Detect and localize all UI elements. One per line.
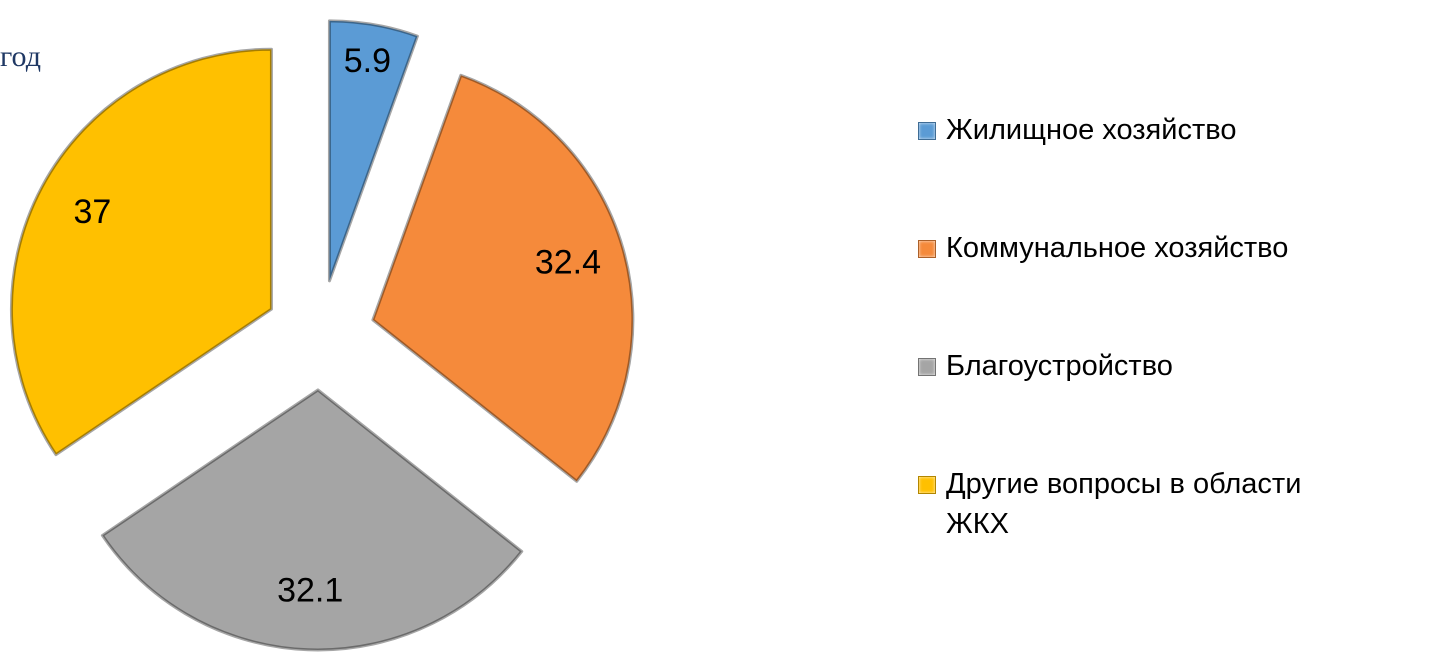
data-label: 32.1 xyxy=(277,572,343,610)
legend-item: Другие вопросы в области ЖКХ xyxy=(918,464,1338,544)
legend-label: Коммунальное хозяйство xyxy=(946,232,1289,264)
legend-item: Коммунальное хозяйство xyxy=(918,228,1338,268)
legend-item: Благоустройство xyxy=(918,346,1338,386)
legend-label: Благоустройство xyxy=(946,350,1173,382)
pie-slice xyxy=(371,73,635,483)
legend-swatch xyxy=(918,358,936,376)
data-label: 5.9 xyxy=(344,42,391,80)
pie-slice xyxy=(10,47,273,457)
data-label: 32.4 xyxy=(535,243,601,281)
legend-label: Жилищное хозяйство xyxy=(946,114,1237,146)
legend-item: Жилищное хозяйство xyxy=(918,110,1338,150)
legend-swatch xyxy=(918,122,936,140)
chart-title: год xyxy=(0,40,41,73)
legend-swatch xyxy=(918,476,936,494)
pie-slice xyxy=(100,388,524,652)
pie-slice xyxy=(327,19,419,283)
data-label: 37 xyxy=(73,193,111,231)
legend: Жилищное хозяйство Коммунальное хозяйство… xyxy=(918,110,1338,622)
legend-label: Другие вопросы в области ЖКХ xyxy=(946,468,1302,540)
legend-swatch xyxy=(918,240,936,258)
